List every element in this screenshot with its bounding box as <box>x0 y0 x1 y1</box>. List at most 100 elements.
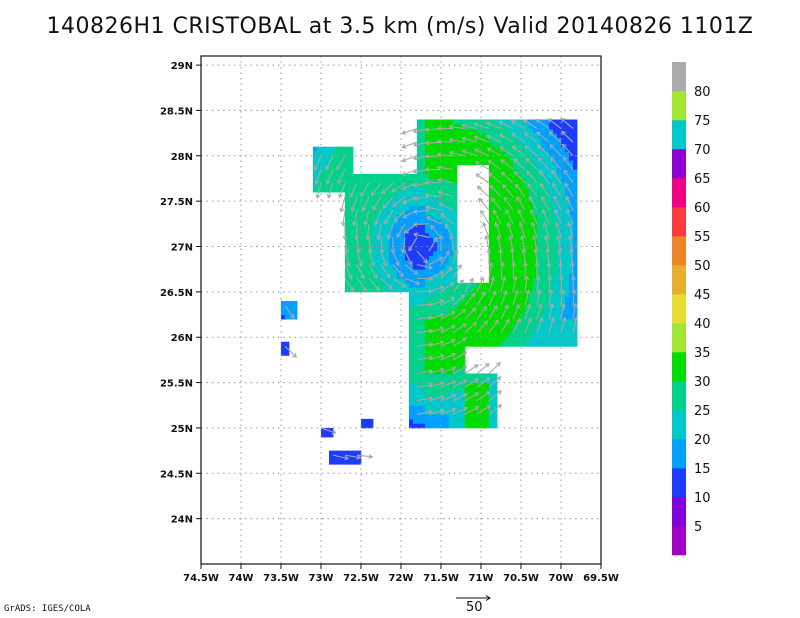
wind-speed-cell <box>569 332 574 338</box>
wind-speed-cell <box>441 264 446 270</box>
wind-speed-cell <box>441 192 446 198</box>
wind-vector-shaft <box>488 376 501 388</box>
wind-vector-head <box>349 192 354 198</box>
wind-speed-cell <box>541 146 546 152</box>
wind-speed-cell <box>549 341 554 347</box>
wind-vector-head <box>488 172 494 178</box>
wind-speed-cell <box>341 151 346 157</box>
wind-speed-cell <box>429 128 434 134</box>
wind-speed-cell <box>433 133 438 139</box>
wind-vector-head <box>340 221 346 227</box>
wind-speed-cell <box>409 323 414 329</box>
wind-speed-cell <box>389 205 394 211</box>
wind-vector <box>436 165 454 171</box>
wind-speed-cell <box>565 314 570 320</box>
wind-speed-cell <box>365 278 370 284</box>
wind-vector-head <box>513 170 519 176</box>
wind-vector <box>549 143 562 157</box>
wind-vector-shaft <box>338 182 346 198</box>
wind-speed-cell <box>381 210 386 216</box>
wind-speed-cell <box>401 192 406 198</box>
wind-speed-cell <box>453 264 458 270</box>
wind-speed-cell <box>353 205 358 211</box>
wind-vector-shaft <box>500 290 507 306</box>
wind-speed-cell <box>413 414 418 420</box>
wind-speed-cell <box>413 400 418 406</box>
wind-speed-cell <box>565 341 570 347</box>
wind-vector <box>416 382 434 388</box>
wind-speed-cell <box>445 137 450 143</box>
wind-speed-cell <box>433 142 438 148</box>
wind-speed-cell <box>569 255 574 261</box>
wind-speed-cell <box>549 251 554 256</box>
wind-speed-cell <box>501 264 506 270</box>
wind-speed-cell <box>445 282 450 288</box>
wind-vector-head <box>491 290 497 296</box>
wind-speed-cell <box>433 305 438 311</box>
wind-speed-cell <box>361 278 366 284</box>
wind-vector-shaft <box>391 182 406 193</box>
wind-speed-cell <box>533 146 538 152</box>
wind-speed-cell <box>469 409 474 415</box>
wind-vector-head <box>484 234 490 240</box>
wind-vector-shaft <box>428 286 444 293</box>
wind-speed-cell <box>337 459 342 465</box>
colorbar-swatch <box>672 439 686 469</box>
wind-vector-shaft <box>534 249 538 265</box>
wind-speed-cell <box>433 160 438 166</box>
wind-speed-cell <box>501 232 506 238</box>
wind-speed-cell <box>437 296 442 302</box>
wind-speed-cell <box>385 278 390 284</box>
wind-speed-cell <box>541 278 546 284</box>
wind-speed-cell <box>393 273 398 279</box>
wind-speed-cell <box>349 201 354 207</box>
wind-vector-shaft <box>488 262 493 279</box>
wind-vector-shaft <box>428 256 443 266</box>
wind-vector <box>356 277 367 292</box>
wind-speed-cell <box>461 332 466 338</box>
wind-speed-cell <box>493 332 498 338</box>
wind-vector-head <box>337 179 342 185</box>
wind-speed-cell <box>501 133 506 139</box>
wind-speed-cell <box>565 173 570 179</box>
wind-speed-cell <box>281 341 286 347</box>
wind-speed-cell <box>521 160 526 166</box>
wind-speed-cell <box>565 296 570 302</box>
wind-vector-head <box>376 235 382 241</box>
wind-speed-cell <box>449 223 454 229</box>
wind-speed-cell <box>541 310 546 315</box>
wind-speed-cell <box>457 368 462 374</box>
wind-speed-cell <box>429 124 434 129</box>
wind-speed-cell <box>529 124 534 129</box>
wind-speed-cell <box>453 128 458 134</box>
wind-speed-cell <box>565 151 570 157</box>
wind-speed-cell <box>481 391 486 397</box>
wind-vector-head <box>514 183 520 189</box>
wind-speed-cell <box>285 350 290 356</box>
wind-speed-cell <box>517 282 522 288</box>
wind-speed-cell <box>433 269 438 275</box>
wind-speed-cell <box>501 323 506 329</box>
wind-speed-cell <box>417 296 422 302</box>
wind-vector-head <box>506 221 512 227</box>
wind-speed-cell <box>561 241 566 247</box>
wind-vector <box>488 362 501 374</box>
wind-vector-shaft <box>528 196 538 211</box>
wind-speed-cell <box>349 164 354 170</box>
wind-speed-cell <box>429 305 434 311</box>
wind-vector-head <box>381 189 386 195</box>
wind-vector <box>370 182 382 197</box>
wind-vector <box>284 305 295 320</box>
wind-speed-cell <box>345 173 350 179</box>
wind-speed-cell <box>553 287 558 293</box>
wind-speed-cell <box>393 282 398 288</box>
wind-speed-cell <box>569 300 574 306</box>
wind-speed-cell <box>393 237 398 243</box>
wind-speed-cell <box>449 364 454 370</box>
wind-speed-cell <box>453 414 458 420</box>
wind-speed-cell <box>317 151 322 157</box>
wind-speed-cell <box>373 214 378 220</box>
wind-vector <box>344 237 350 254</box>
wind-vector-head <box>499 261 505 267</box>
wind-speed-cell <box>505 314 510 320</box>
